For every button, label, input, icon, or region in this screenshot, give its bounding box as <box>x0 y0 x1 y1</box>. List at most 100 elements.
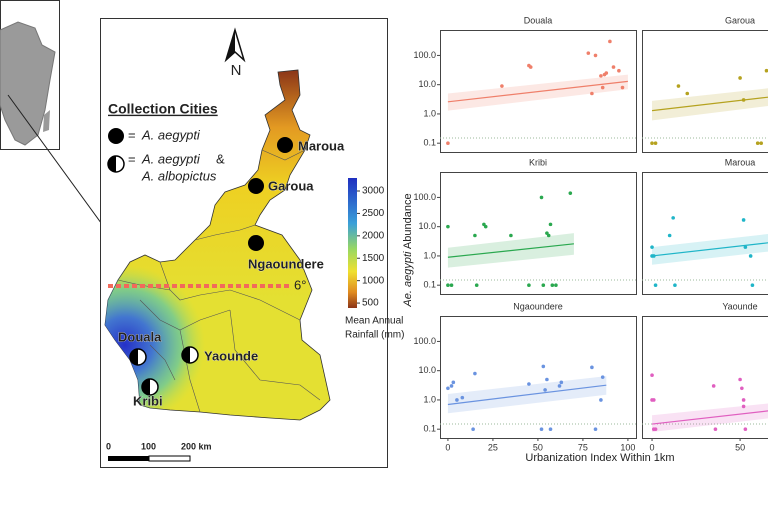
point <box>451 380 456 385</box>
point <box>755 141 760 145</box>
point <box>483 224 488 229</box>
panel: Garoua <box>642 15 768 153</box>
point <box>673 283 677 287</box>
point <box>527 283 531 287</box>
point <box>546 233 551 238</box>
panel-title: Yaounde <box>722 301 757 311</box>
point <box>620 85 625 90</box>
city-marker <box>248 178 264 194</box>
point <box>449 283 454 287</box>
point <box>650 373 654 378</box>
point <box>559 380 564 385</box>
point <box>593 53 598 58</box>
point <box>676 84 681 88</box>
y-tick-label: 10.0 <box>418 221 436 231</box>
y-tick-label: 10.0 <box>418 79 436 89</box>
latitude-label: 6° <box>294 277 306 292</box>
y-tick-label: 100.0 <box>413 50 436 60</box>
point <box>528 65 533 69</box>
point <box>446 386 450 391</box>
city-marker-half <box>182 347 190 363</box>
point <box>471 427 475 431</box>
panel-title: Ngaoundere <box>513 301 563 311</box>
point <box>667 233 672 238</box>
legend-eq: = <box>128 127 136 142</box>
y-tick-label: 10.0 <box>418 365 436 375</box>
point <box>590 365 594 370</box>
y-tick-label: 100.0 <box>413 192 436 202</box>
city-marker-half <box>130 349 138 365</box>
legend-label: A. aegypti <box>141 151 201 166</box>
trend-line <box>447 243 574 258</box>
point <box>600 375 605 379</box>
point <box>539 427 544 431</box>
panel: Maroua <box>642 157 768 295</box>
city-label: Ngaoundere <box>248 256 324 271</box>
point <box>446 224 450 229</box>
point <box>651 398 656 402</box>
point <box>608 39 612 44</box>
point <box>743 427 748 431</box>
point <box>600 85 605 90</box>
x-tick-label: 100 <box>620 442 635 452</box>
point <box>548 222 553 227</box>
point <box>651 254 656 258</box>
y-tick-label: 100.0 <box>413 336 436 346</box>
y-axis-label-species: Ae. aegypti <box>402 251 414 308</box>
point <box>543 388 547 392</box>
point <box>741 218 746 222</box>
point <box>449 384 454 388</box>
legend-eq: = <box>128 151 136 166</box>
point <box>741 404 746 409</box>
x-tick-label: 0 <box>650 442 655 452</box>
city-marker <box>277 137 293 153</box>
charts: Douala 0.1 1.0 10.0 100.0 Garoua Kribi 0.1 1.0 10… <box>413 15 768 452</box>
colorbar-tick-label: 500 <box>362 298 379 309</box>
point <box>586 51 591 55</box>
y-tick-label: 0.1 <box>423 280 436 290</box>
city-label: Douala <box>118 329 162 344</box>
x-tick-label: 50 <box>735 442 745 452</box>
point <box>550 283 555 287</box>
point <box>604 71 609 75</box>
panel: Ngaoundere 0.1 1.0 10.0 100.0 0 25 50 75 100 <box>413 301 637 452</box>
point <box>474 283 479 287</box>
panel: Kribi 0.1 1.0 10.0 100.0 <box>413 157 637 295</box>
point <box>541 364 546 369</box>
point <box>713 427 718 431</box>
y-tick-label: 1.0 <box>423 394 436 404</box>
cities: Maroua Garoua Ngaoundere Douala Yaounde Kribi <box>118 137 345 409</box>
point <box>759 141 764 145</box>
point <box>545 377 549 382</box>
panel-frame <box>642 30 768 153</box>
point <box>653 427 658 431</box>
colorbar-tick-label: 3000 <box>362 186 385 197</box>
point <box>527 382 531 386</box>
inset-map <box>0 0 129 261</box>
point <box>455 398 459 402</box>
point <box>593 427 598 431</box>
point <box>740 386 744 391</box>
trend-line <box>651 410 768 425</box>
y-axis-label: Ae. aegypti Abundance <box>402 193 414 307</box>
point <box>460 395 465 400</box>
legend-title: Collection Cities <box>108 101 218 117</box>
colorbar <box>348 178 357 308</box>
city-label: Garoua <box>268 178 314 193</box>
scale-label: 100 <box>141 441 156 451</box>
point <box>741 98 746 102</box>
point <box>611 65 616 69</box>
panel-title: Kribi <box>529 157 547 167</box>
point <box>743 245 748 249</box>
confidence-band <box>447 74 628 111</box>
trend-line <box>651 242 768 257</box>
point <box>599 74 603 78</box>
panel-frame <box>440 316 637 439</box>
point <box>650 245 654 249</box>
panel-title: Garoua <box>725 15 755 25</box>
point <box>685 91 690 96</box>
colorbar-title: Rainfall (mm) <box>345 330 404 341</box>
y-tick-label: 1.0 <box>423 108 436 118</box>
point <box>541 283 546 287</box>
legend-and: & <box>216 151 225 166</box>
